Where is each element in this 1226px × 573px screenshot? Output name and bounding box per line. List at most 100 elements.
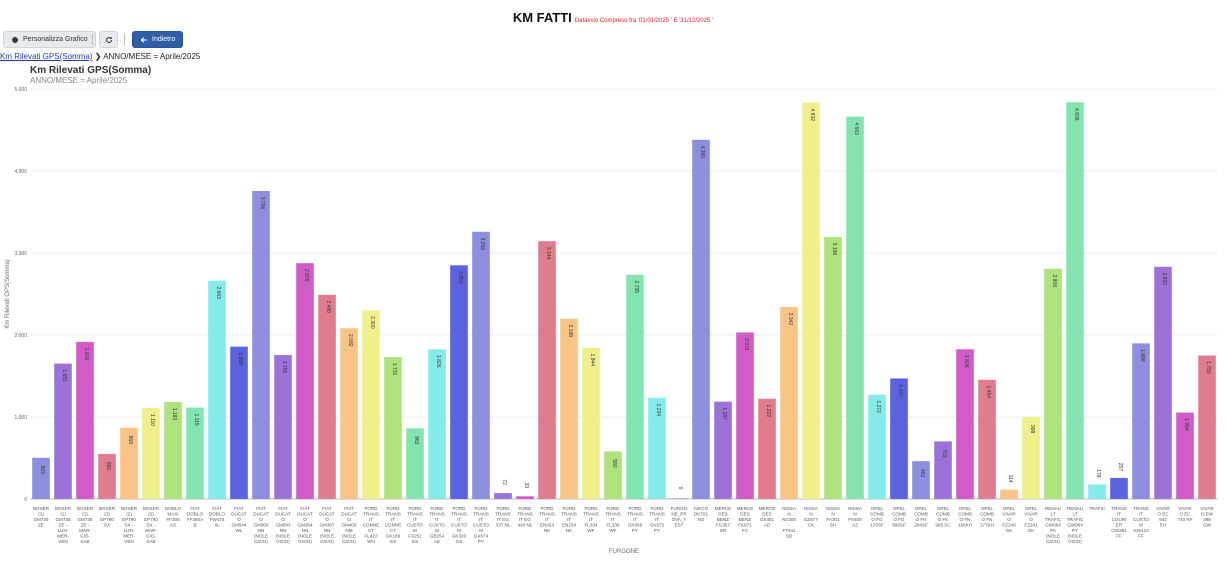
x-tick-label: RENAU LT TRAFIC GW064 PA (NOLE GGIO): [1045, 506, 1062, 544]
x-tick-label: FORD TRANS IT EN234 NK: [561, 506, 577, 533]
x-tick-label: BOXER (2) EP790 SX -MAR-GIO-SAB: [143, 506, 160, 544]
x-tick-label: FORD TRANS IT CUSTO M GX674 PY: [473, 506, 489, 544]
data-label: 2.082: [347, 334, 353, 347]
data-label: 2.832: [1161, 273, 1167, 286]
bar: [1000, 489, 1018, 499]
data-label: 2.490: [325, 301, 331, 314]
x-tick-label: FORD TRANS IT CUSTO M FX251 ES: [407, 506, 423, 544]
bar: [890, 378, 908, 499]
data-label: 461: [919, 469, 925, 478]
bar: [648, 397, 666, 499]
x-tick-label: BOXER (1) GM735 ZE -MAR-GIO-SAB: [77, 506, 94, 544]
data-label: 2.342: [787, 313, 793, 326]
page-header: KM FATTI Datavvio Compreso fra '01/01/202…: [0, 0, 1226, 30]
bar: [340, 328, 358, 499]
y-axis-label: Km Rilevati GPS(Somma): [5, 259, 11, 328]
bar: [450, 265, 468, 499]
bar: [252, 191, 270, 499]
x-tick-label: FIAT DUCAT O GM843 NN (NOLE GGIO): [275, 506, 291, 544]
bar: [692, 139, 710, 499]
bar: [164, 401, 182, 499]
data-label: 72: [501, 479, 507, 485]
gear-icon: [11, 36, 19, 43]
data-label: 33: [523, 483, 529, 489]
x-tick-label: VIVAR O EC 740 RF: [1177, 506, 1192, 522]
data-label: 1.731: [391, 363, 397, 376]
breadcrumb-link[interactable]: Km Rilevati GPS(Somma): [0, 52, 93, 61]
bar: [1088, 484, 1106, 499]
x-tick-label: MERCE DES GS481 AD: [759, 506, 776, 528]
bar: [912, 461, 930, 499]
bar: [802, 102, 820, 499]
x-tick-label: OPEL VIVAR O FZ240 GK: [1002, 506, 1016, 533]
y-tick-label: 1.000: [14, 415, 27, 421]
data-label: 1.272: [875, 400, 881, 413]
data-label: 178: [1095, 469, 1101, 478]
x-axis-label: FURGONE: [609, 549, 639, 555]
data-label: 868: [127, 436, 133, 445]
data-label: 1.916: [83, 348, 89, 361]
bar: [54, 363, 72, 499]
data-label: 1.054: [1183, 418, 1189, 431]
bar: [296, 263, 314, 499]
data-label: 1.750: [1205, 361, 1211, 374]
bar: [604, 451, 622, 499]
data-label: 1.844: [589, 354, 595, 367]
bar: [1154, 266, 1172, 499]
data-label: 2.808: [1051, 274, 1057, 287]
data-label: 2.876: [303, 269, 309, 282]
data-label: 1.234: [655, 404, 661, 417]
data-label: 4.832: [809, 109, 815, 122]
breadcrumb: Km Rilevati GPS(Somma) ❯ ANNO/MESE = Apr…: [0, 52, 200, 61]
x-tick-label: FORD TRANS IT GK669 PY: [627, 506, 643, 533]
refresh-button[interactable]: [99, 31, 118, 48]
back-button[interactable]: Indietro: [132, 31, 184, 48]
bar: [758, 398, 776, 499]
back-label: Indietro: [152, 36, 176, 43]
data-label: 1.454: [985, 386, 991, 399]
page-title: KM FATTI Datavvio Compreso fra '01/01/202…: [0, 10, 1226, 25]
data-label: 998: [1029, 425, 1035, 434]
data-label: 1.858: [237, 352, 243, 365]
bar: [230, 346, 248, 499]
y-tick-label: 5.000: [14, 87, 27, 93]
x-tick-label: FIAT DOBLO FF280A B: [187, 506, 204, 528]
x-tick-label: NISSA N EZ877 CK: [804, 506, 819, 528]
data-label: 257: [1117, 463, 1123, 472]
x-tick-label: OPEL COMB O FK 905 SC: [935, 506, 951, 528]
chart-title: Km Rilevati GPS(Somma): [30, 65, 152, 76]
bar: [978, 379, 996, 499]
bar: [1110, 477, 1128, 499]
x-tick-label: FORD TRANS IT CONNE CT GK189 GS: [385, 506, 402, 544]
x-tick-label: FORD TRANS IT EG 337 NL: [495, 506, 511, 528]
bar: [670, 498, 688, 499]
x-tick-label: FIAT DUCAT O GM367 NN (NOLE GGIO): [319, 506, 335, 544]
bar: [538, 241, 556, 499]
bar: [428, 349, 446, 499]
x-tick-label: FORD TRANS IT EN054 NK: [539, 506, 555, 533]
x-tick-label: TRANS IT CUSTO M GW124 FF: [1133, 506, 1149, 539]
bar: [494, 493, 512, 499]
data-label: 3.259: [479, 238, 485, 251]
x-tick-label: FORD TRANS IT FL336 WF: [605, 506, 621, 533]
bar: [868, 394, 886, 499]
bar: [824, 236, 842, 500]
y-tick-label: 4.000: [14, 169, 27, 175]
x-tick-label: OPEL VIVAR O FZ241 GK: [1024, 506, 1038, 533]
bar: [846, 116, 864, 499]
data-label: 2.850: [457, 271, 463, 284]
x-tick-label: BOXER (1) GM735 ZE: [33, 506, 50, 528]
data-label: 0: [677, 487, 683, 490]
customize-chart-button[interactable]: Personalizza Grafico: [3, 31, 96, 48]
x-tick-label: BOXER (2) EP790 SX -LUN-MER-VEN: [121, 506, 138, 544]
x-tick-label: FORD TRANS IT GK672 PY: [649, 506, 665, 533]
chart-subtitle: ANNO/MESE = Aprile/2025: [30, 76, 128, 85]
bar: [384, 357, 402, 499]
x-tick-label: VIVAR O EC 942 EH: [1156, 506, 1170, 528]
bar: [98, 453, 116, 499]
bar: [560, 318, 578, 499]
data-label: 3.196: [831, 243, 837, 256]
data-label: 1.898: [1139, 349, 1145, 362]
x-tick-label: FORD TRANS IT CONNE CT FL422 WH: [363, 506, 380, 544]
data-label: 2.663: [215, 286, 221, 299]
